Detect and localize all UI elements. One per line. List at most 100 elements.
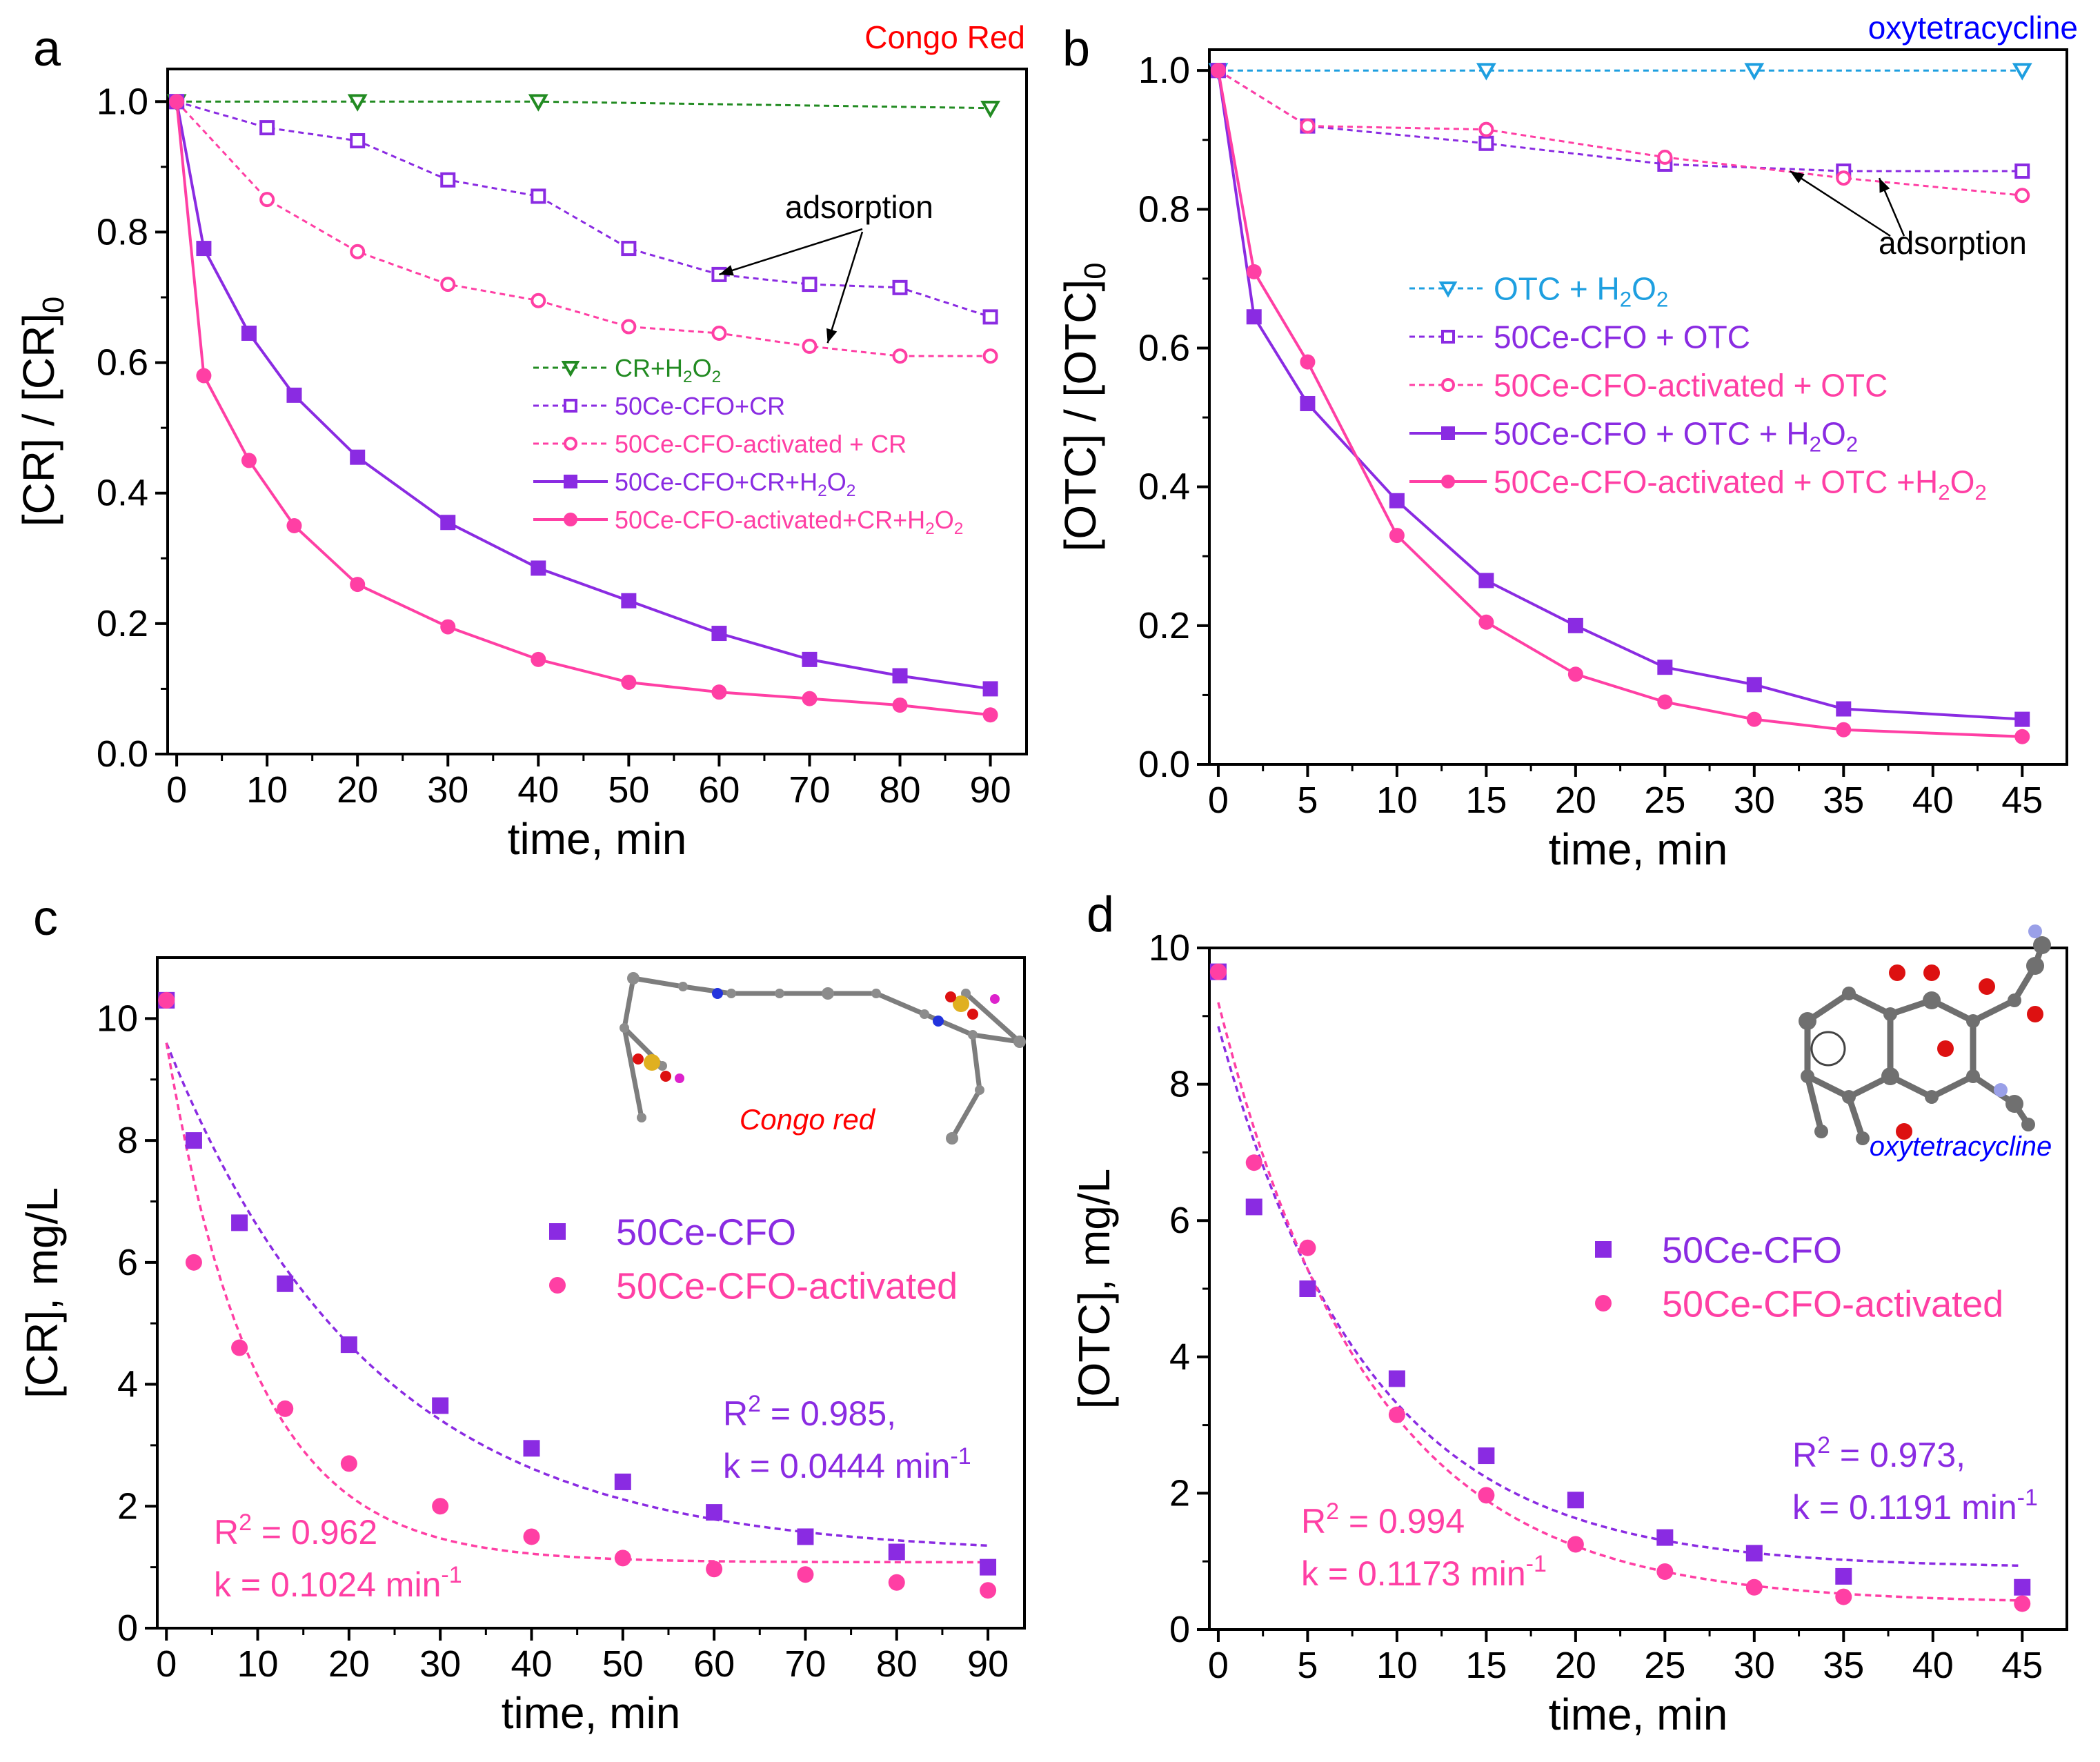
molecule-atom-s	[953, 996, 969, 1012]
legend-label: 50Ce-CFO-activated	[616, 1265, 958, 1307]
legend-label: OTC + H2O2	[1494, 271, 1668, 312]
data-point	[2014, 1595, 2031, 1612]
legend-marker	[564, 437, 577, 451]
fit-annotation: R2 = 0.994 k = 0.1173 min-1	[1301, 1498, 1547, 1593]
molecule-atom-o	[1923, 964, 1940, 981]
data-point	[892, 348, 908, 364]
legend-label: 50Ce-CFO-activated + CR	[615, 430, 907, 458]
data-point	[892, 697, 908, 713]
panel-c: 0 10 20 30 40 50 60 70 80 90 0 2 4 6 8 10 time, min [CR],…	[17, 891, 1026, 1738]
molecule-atom	[1801, 1069, 1814, 1083]
y-axis-label-part: [OTC] / [OTC]	[1056, 279, 1105, 552]
molecule-bond	[1930, 1073, 1975, 1100]
fit-k-part: k = 0.1191 min	[1792, 1488, 2017, 1527]
series-1	[1209, 963, 2031, 1612]
axes-frame	[156, 956, 1026, 1630]
data-point	[797, 1528, 814, 1545]
fit-k-label: k = 0.1173 min-1	[1301, 1551, 1547, 1593]
molecule-atom	[1925, 1090, 1939, 1104]
legend-label-part: O	[1950, 464, 1975, 500]
axes-frame	[166, 68, 1028, 755]
x-tick-label: 25	[1644, 1645, 1685, 1686]
legend-label: 50Ce-CFO	[1662, 1229, 1842, 1271]
legend-label: 50Ce-CFO + OTC	[1494, 319, 1750, 355]
y-tick-label: 6	[1169, 1200, 1190, 1241]
legend-label-part: 2	[1846, 433, 1858, 457]
molecule-bond	[633, 976, 684, 989]
molecule-atom	[2008, 993, 2021, 1007]
molecule-atom	[2033, 936, 2051, 954]
series-line	[175, 101, 991, 691]
data-point	[1245, 1154, 1262, 1171]
molecule-bond	[682, 984, 732, 996]
x-tick-label: 0	[166, 769, 187, 811]
data-point	[277, 1400, 294, 1417]
series-1	[169, 94, 998, 325]
fit-curve	[1217, 1026, 2023, 1567]
data-point	[350, 244, 366, 259]
fit-curve	[165, 1042, 989, 1547]
fit-r2-label: R2 = 0.962	[214, 1509, 377, 1552]
legend-label-part: O	[1821, 416, 1846, 452]
fit-k-part: -1	[950, 1443, 971, 1469]
legend-label-part: 2	[1974, 481, 1986, 505]
data-point	[802, 277, 818, 293]
data-point	[1210, 63, 1226, 79]
molecule-bond	[622, 978, 636, 1029]
x-tick-label: 15	[1465, 780, 1507, 821]
data-point	[1300, 354, 1316, 370]
molecule-atom	[968, 1030, 978, 1040]
annotation-arrow-line	[826, 231, 864, 344]
legend-label-part: 50Ce-CFO-activated + CR	[615, 430, 907, 458]
panel-label: d	[1087, 887, 1114, 942]
fit-r2-part: = 0.985,	[761, 1394, 896, 1433]
x-tick-label: 45	[2001, 1645, 2043, 1686]
data-point	[802, 651, 818, 667]
molecule-inset: Congo red	[620, 972, 1026, 1145]
data-point	[277, 1275, 294, 1292]
data-point	[1746, 711, 1762, 727]
legend-label: 50Ce-CFO-activated+CR+H2O2	[615, 506, 963, 538]
annotation-arrow-head	[826, 328, 838, 344]
y-tick-label: 0	[1169, 1609, 1190, 1650]
panel-a: 0 10 20 30 40 50 60 70 80 900.00.20.40.60.81.0tim…	[14, 19, 1028, 864]
data-point	[196, 241, 212, 257]
legend-label: 50Ce-CFO+CR+H2O2	[615, 468, 855, 500]
series-line	[177, 100, 991, 110]
data-point	[980, 100, 1001, 119]
molecule-atom	[1814, 1125, 1828, 1138]
molecule-atom	[961, 989, 971, 998]
x-tick-label: 40	[511, 1643, 552, 1685]
data-point	[528, 94, 548, 112]
molecule-atom	[920, 1009, 929, 1019]
legend-label-part: 2	[1620, 288, 1632, 312]
y-tick-label: 10	[1149, 927, 1190, 969]
data-point	[621, 241, 637, 257]
series-4	[169, 94, 998, 723]
annotation-text: adsorption	[785, 189, 933, 225]
y-tick-label: 0.4	[1138, 466, 1190, 508]
x-axis-label: time, min	[508, 814, 687, 864]
x-tick-label: 0	[1208, 780, 1229, 821]
y-axis-label-part: [CR] / [CR]	[14, 313, 63, 526]
chart-title: oxytetracycline	[1868, 10, 2078, 46]
panel-label: a	[33, 21, 61, 77]
data-point	[1567, 1536, 1584, 1553]
molecule-atom-n	[1994, 1083, 2008, 1097]
series-line	[175, 101, 991, 717]
data-point	[797, 1566, 814, 1583]
x-tick-label: 70	[789, 769, 830, 811]
data-point	[169, 94, 185, 110]
legend-marker	[1441, 475, 1455, 488]
legend-label-part: 50Ce-CFO-activated + OTC +H	[1494, 464, 1938, 500]
molecule-bond	[949, 1089, 982, 1140]
data-point	[1478, 614, 1494, 630]
molecule-atom	[1881, 1067, 1899, 1085]
data-point	[440, 619, 456, 635]
legend-label: 50Ce-CFO-activated	[1662, 1283, 2003, 1325]
y-tick-label: 0.6	[97, 342, 148, 384]
x-tick-label: 40	[1912, 780, 1954, 821]
legend-marker	[1441, 330, 1455, 344]
data-point	[440, 172, 456, 188]
